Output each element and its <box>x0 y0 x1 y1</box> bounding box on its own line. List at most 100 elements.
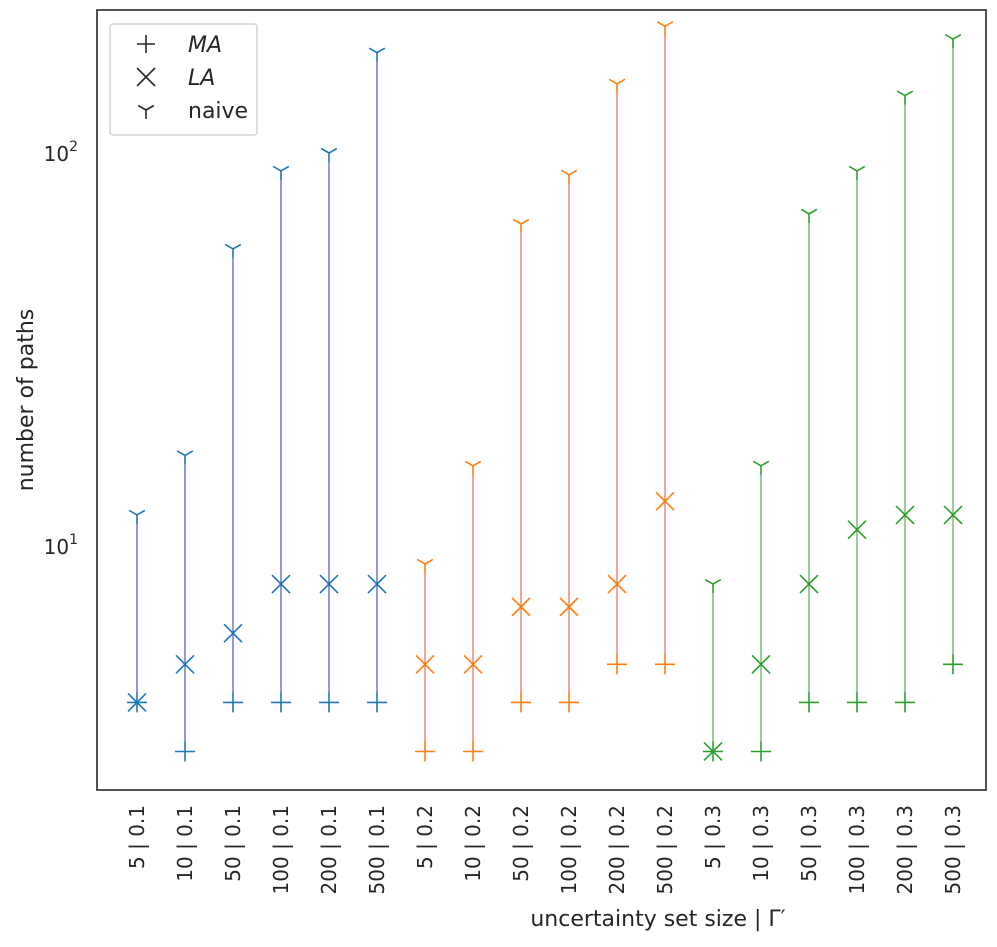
marker-naive-7-left <box>464 460 474 467</box>
marker-naive-3-left <box>272 165 282 172</box>
marker-naive-6-right <box>424 558 434 565</box>
x-tick-label-8: 50 | 0.2 <box>509 805 533 882</box>
marker-la-8-b <box>511 597 531 617</box>
marker-naive-14-left <box>800 208 810 215</box>
marker-la-7-b <box>463 654 483 674</box>
marker-ma-17 <box>943 654 963 675</box>
marker-naive-11-left <box>656 21 666 28</box>
marker-naive-7 <box>464 460 482 475</box>
x-tick-label-14: 50 | 0.3 <box>797 805 821 882</box>
marker-naive-10-right <box>616 78 626 85</box>
marker-la-2 <box>223 623 243 643</box>
marker-naive-15-left <box>848 165 858 172</box>
marker-la-12 <box>703 741 723 762</box>
marker-la-12-b <box>703 741 723 762</box>
marker-la-4-b <box>319 574 339 594</box>
marker-naive-17-left <box>944 33 954 40</box>
marker-naive-6 <box>416 558 434 573</box>
marker-ma-8 <box>511 692 531 713</box>
x-tick-label-7: 10 | 0.2 <box>461 805 485 882</box>
marker-naive-4 <box>320 147 338 162</box>
marker-naive-9-right <box>568 169 578 176</box>
marker-naive-13 <box>752 460 770 475</box>
y-tick-label-0: 101 <box>44 532 78 559</box>
marker-naive-11 <box>656 21 674 36</box>
marker-naive-0-left <box>128 509 138 516</box>
x-tick-label-12: 5 | 0.3 <box>701 805 725 869</box>
y-tick-exp-1: 2 <box>69 139 78 155</box>
y-tick-base-0: 10 <box>44 535 69 559</box>
marker-naive-16-left <box>896 90 906 97</box>
plot-frame <box>96 9 987 791</box>
marker-naive-16 <box>896 90 914 105</box>
legend-marker-x <box>136 67 156 87</box>
marker-naive-10 <box>608 78 626 93</box>
marker-la-14 <box>799 574 819 594</box>
marker-ma-14 <box>799 692 819 713</box>
marker-la-5 <box>367 574 387 594</box>
x-tick-label-16: 200 | 0.3 <box>893 805 917 894</box>
marker-naive-1-right <box>184 450 194 457</box>
legend-marker-tri-down-left <box>137 104 147 111</box>
marker-ma-6 <box>415 741 435 762</box>
marker-naive-10-left <box>608 78 618 85</box>
marker-la-3-b <box>271 574 291 594</box>
x-tick-label-0: 5 | 0.1 <box>125 805 149 869</box>
marker-naive-8-left <box>512 218 522 225</box>
marker-ma-13 <box>751 741 771 762</box>
marker-naive-0 <box>128 509 146 524</box>
marker-la-0 <box>127 692 147 712</box>
x-tick-label-3: 100 | 0.1 <box>269 805 293 894</box>
marker-naive-4-right <box>328 147 338 154</box>
marker-la-6 <box>415 654 435 674</box>
marker-la-16-b <box>895 505 915 525</box>
marker-naive-8 <box>512 218 530 233</box>
marker-la-15-b <box>847 520 867 540</box>
marker-naive-5 <box>368 47 386 62</box>
marker-ma-10 <box>607 654 627 675</box>
marker-ma-1 <box>175 741 195 762</box>
marker-ma-9 <box>559 692 579 713</box>
marker-ma-2 <box>223 692 243 713</box>
x-tick-label-13: 10 | 0.3 <box>749 805 773 882</box>
marker-naive-15-right <box>856 165 866 172</box>
marker-la-11 <box>655 491 675 511</box>
x-tick-label-4: 200 | 0.1 <box>317 805 341 894</box>
marker-naive-5-left <box>368 47 378 54</box>
marker-naive-13-left <box>752 460 762 467</box>
marker-ma-16 <box>895 692 915 713</box>
marker-naive-14 <box>800 208 818 223</box>
legend-marker-tri-down <box>137 104 155 119</box>
marker-naive-2-left <box>224 243 234 250</box>
marker-la-13 <box>751 654 771 674</box>
marker-naive-4-left <box>320 147 330 154</box>
marker-la-9 <box>559 597 579 617</box>
x-tick-label-15: 100 | 0.3 <box>845 805 869 894</box>
marker-la-14-b <box>799 574 819 594</box>
marker-ma-3 <box>271 692 291 713</box>
x-tick-label-9: 100 | 0.2 <box>557 805 581 894</box>
marker-naive-13-right <box>760 460 770 467</box>
marker-la-15 <box>847 520 867 540</box>
marker-naive-2 <box>224 243 242 258</box>
range-lines <box>136 26 954 752</box>
marker-naive-12-right <box>712 578 722 585</box>
x-tick-label-11: 500 | 0.2 <box>653 805 677 894</box>
x-axis-ticks: 5 | 0.1 10 | 0.1 50 | 0.1 100 | 0.1 200 | 0.… <box>125 805 965 894</box>
marker-naive-7-right <box>472 460 482 467</box>
legend-label-1: LA <box>188 66 215 91</box>
marker-naive-9 <box>560 169 578 184</box>
marker-naive-5-right <box>376 47 386 54</box>
x-tick-label-5: 500 | 0.1 <box>365 805 389 894</box>
marker-naive-8-right <box>520 218 530 225</box>
marker-naive-1 <box>176 450 194 465</box>
marker-ma-15 <box>847 692 867 713</box>
marker-la-0-b <box>127 692 147 712</box>
legend-marker-plus <box>137 35 155 53</box>
marker-la-4 <box>319 574 339 594</box>
legend-marker-x-b <box>136 67 156 87</box>
y-tick-label-1: 102 <box>44 139 78 166</box>
legend-label-0: MA <box>188 33 222 58</box>
marker-naive-2-right <box>232 243 242 250</box>
